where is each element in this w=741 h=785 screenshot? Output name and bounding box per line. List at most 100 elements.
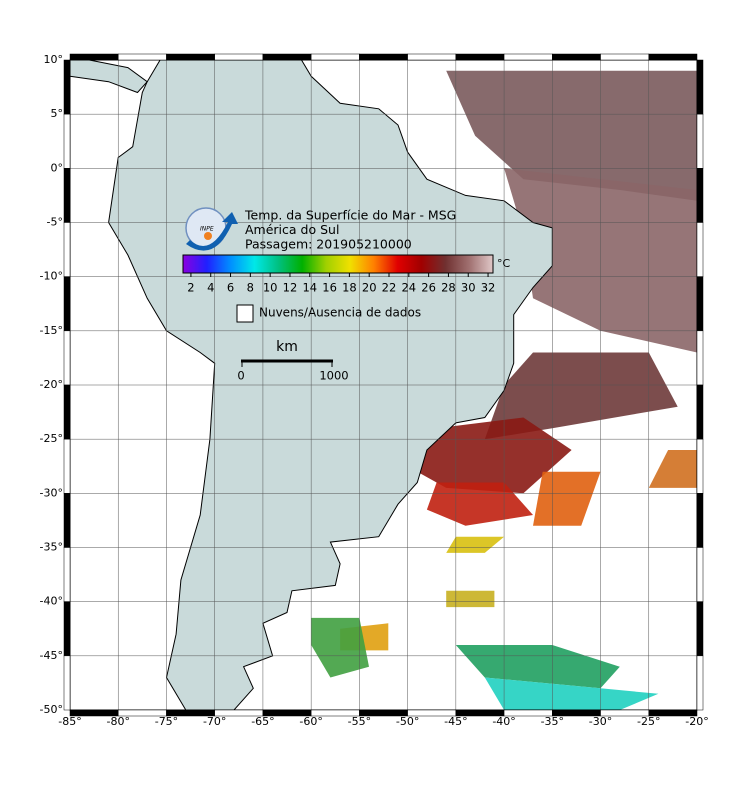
colorbar-tick-label: 4 xyxy=(207,281,214,295)
frame-segment xyxy=(696,655,704,711)
land xyxy=(70,60,148,94)
frame-segment xyxy=(552,709,601,717)
frame-segment xyxy=(648,709,698,717)
map-title: América do Sul xyxy=(245,222,339,237)
colorbar-unit: °C xyxy=(497,257,511,270)
frame-segment xyxy=(696,59,704,115)
sst-patch xyxy=(446,590,495,608)
y-tick-label: -25° xyxy=(40,432,63,445)
scale-label: 0 xyxy=(237,369,244,383)
frame-segment xyxy=(600,709,650,717)
x-tick-label: -75° xyxy=(155,715,178,728)
frame-segment xyxy=(696,222,704,277)
frame-segment xyxy=(310,53,360,61)
y-tick-label: -10° xyxy=(40,270,63,283)
x-tick-label: -85° xyxy=(58,715,81,728)
frame-segment xyxy=(696,438,704,494)
x-tick-label: -20° xyxy=(685,715,708,728)
y-tick-label: 0° xyxy=(51,161,64,174)
colorbar-tick-label: 24 xyxy=(401,281,416,295)
colorbar-tick-label: 18 xyxy=(342,281,357,295)
sst-patch xyxy=(533,471,601,526)
y-tick-label: -35° xyxy=(40,541,63,554)
frame-segment xyxy=(696,547,704,602)
colorbar-tick-label: 28 xyxy=(441,281,456,295)
sst-patch xyxy=(455,645,620,689)
colorbar xyxy=(182,254,494,274)
x-tick-label: -70° xyxy=(203,715,226,728)
frame-segment xyxy=(359,709,408,717)
sst-patch xyxy=(484,352,678,440)
y-tick-label: -5° xyxy=(47,216,63,229)
logo-swoosh xyxy=(186,212,238,251)
legend-label: Nuvens/Ausencia de dados xyxy=(259,306,421,320)
colorbar-tick-label: 6 xyxy=(227,281,234,295)
y-tick-label: 10° xyxy=(44,53,64,66)
frame-segment xyxy=(63,601,71,657)
frame-segment xyxy=(63,547,71,602)
colorbar-tick-label: 26 xyxy=(421,281,436,295)
frame-segment xyxy=(63,655,71,711)
x-tick-label: -80° xyxy=(106,715,129,728)
colorbar-tick-label: 14 xyxy=(302,281,317,295)
frame-segment xyxy=(63,222,71,277)
frame-segment xyxy=(63,330,71,386)
y-tick-label: -15° xyxy=(40,324,63,337)
frame-segment xyxy=(63,168,71,223)
frame-segment xyxy=(696,601,704,657)
frame-segment xyxy=(696,276,704,332)
frame-segment xyxy=(696,330,704,386)
x-tick-label: -65° xyxy=(251,715,274,728)
frame-segment xyxy=(310,709,360,717)
frame-segment xyxy=(359,53,408,61)
frame-segment xyxy=(63,384,71,440)
frame-segment xyxy=(166,709,215,717)
frame-segment xyxy=(503,53,553,61)
sst-patch xyxy=(648,450,697,488)
frame-segment xyxy=(696,493,704,548)
frame-segment xyxy=(503,709,553,717)
frame-segment xyxy=(63,438,71,494)
map-title: Temp. da Superfície do Mar - MSG xyxy=(244,208,456,223)
frame-segment xyxy=(166,53,215,61)
legend-swatch xyxy=(236,304,254,323)
colorbar-tick-label: 2 xyxy=(187,281,194,295)
frame-segment xyxy=(69,709,119,717)
colorbar-tick-label: 30 xyxy=(461,281,476,295)
frame-segment xyxy=(455,709,505,717)
y-tick-label: -30° xyxy=(40,486,63,499)
colorbar-tick-label: 10 xyxy=(263,281,278,295)
frame-segment xyxy=(63,113,71,169)
x-tick-label: -50° xyxy=(396,715,419,728)
frame-segment xyxy=(117,709,167,717)
colorbar-tick-label: 22 xyxy=(382,281,397,295)
y-tick-label: 5° xyxy=(51,107,64,120)
frame-segment xyxy=(696,113,704,169)
y-tick-label: -50° xyxy=(40,703,63,716)
frame-segment xyxy=(696,168,704,223)
logo-text: INPE xyxy=(200,226,214,233)
frame-segment xyxy=(63,276,71,332)
sst-patch xyxy=(311,617,369,678)
frame-segment xyxy=(648,53,698,61)
frame-segment xyxy=(117,53,167,61)
map-title: Passagem: 201905210000 xyxy=(245,237,412,252)
colorbar-tick-label: 12 xyxy=(283,281,298,295)
frame-segment xyxy=(214,709,264,717)
colorbar-tick-label: 8 xyxy=(247,281,254,295)
x-tick-label: -55° xyxy=(348,715,371,728)
frame-segment xyxy=(214,53,264,61)
scale-unit: km xyxy=(276,339,298,355)
scale-label: 1000 xyxy=(319,369,348,383)
frame-segment xyxy=(69,53,119,61)
frame-segment xyxy=(696,384,704,440)
frame-segment xyxy=(63,59,71,115)
x-tick-label: -30° xyxy=(589,715,612,728)
frame-segment xyxy=(455,53,505,61)
frame-segment xyxy=(552,53,601,61)
frame-segment xyxy=(407,709,457,717)
colorbar-tick-label: 20 xyxy=(362,281,377,295)
x-tick-label: -25° xyxy=(637,715,660,728)
frame-segment xyxy=(262,53,312,61)
x-tick-label: -40° xyxy=(492,715,515,728)
